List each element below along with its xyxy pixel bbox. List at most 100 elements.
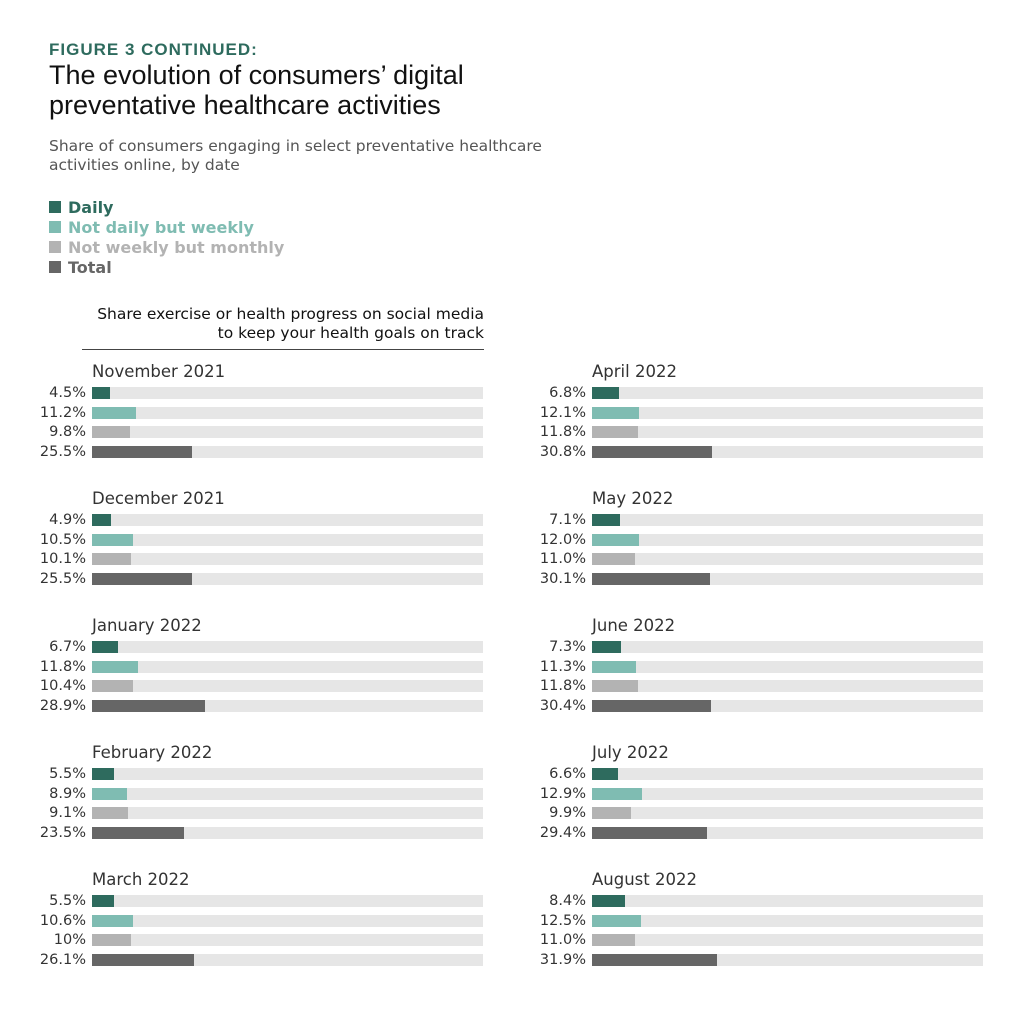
data-label: 10.5% <box>39 532 86 548</box>
bar-row-total: 28.9% <box>40 698 483 714</box>
bar-track <box>92 788 483 800</box>
legend-swatch <box>49 261 61 273</box>
bar-row-not-weekly-but-monthly: 9.8% <box>49 424 483 440</box>
bar-row-not-daily-but-weekly: 10.6% <box>40 913 483 929</box>
bar-row-not-daily-but-weekly: 12.9% <box>540 786 983 802</box>
bar-row-not-weekly-but-monthly: 10.4% <box>40 678 483 694</box>
bar <box>92 661 139 673</box>
bar-row-total: 29.4% <box>540 825 983 841</box>
bar-row-daily: 8.4% <box>549 893 983 909</box>
bar-row-daily: 4.5% <box>49 385 483 401</box>
bar-track <box>92 827 483 839</box>
bar <box>92 768 114 780</box>
bar-track <box>92 553 483 565</box>
bar-row-not-weekly-but-monthly: 10% <box>54 932 483 948</box>
bar-track <box>592 807 983 819</box>
data-label: 12.9% <box>539 786 586 802</box>
bar <box>592 788 643 800</box>
data-label: 9.1% <box>49 805 86 821</box>
month-panel-may-2022: May 2022 7.1% 12.0% 11.0% 30.1% <box>540 489 992 589</box>
bar <box>592 700 711 712</box>
bar-row-total: 25.5% <box>40 571 483 587</box>
bar-track <box>592 680 983 692</box>
bar-track <box>92 641 483 653</box>
month-label: June 2022 <box>592 616 676 635</box>
data-label: 31.9% <box>539 952 586 968</box>
bar-track <box>592 768 983 780</box>
section-title: Share exercise or health progress on soc… <box>82 305 484 350</box>
data-label: 30.1% <box>539 571 586 587</box>
data-label: 10.6% <box>39 913 86 929</box>
bar-row-not-daily-but-weekly: 12.0% <box>540 532 983 548</box>
month-label: August 2022 <box>592 870 697 889</box>
data-label: 30.4% <box>539 698 586 714</box>
data-label: 11.0% <box>539 932 586 948</box>
bar-row-daily: 6.6% <box>549 766 983 782</box>
bar <box>92 534 134 546</box>
bar-track <box>92 915 483 927</box>
bar-row-daily: 4.9% <box>49 512 483 528</box>
bar-track <box>592 788 983 800</box>
bar-row-not-daily-but-weekly: 11.3% <box>540 659 983 675</box>
bar-row-not-weekly-but-monthly: 11.8% <box>540 678 983 694</box>
data-label: 4.9% <box>49 512 86 528</box>
bar <box>92 700 205 712</box>
bar-row-not-weekly-but-monthly: 10.1% <box>40 551 483 567</box>
legend: Daily Not daily but weekly Not weekly bu… <box>49 197 284 277</box>
bar-row-not-daily-but-weekly: 8.9% <box>49 786 483 802</box>
legend-swatch <box>49 221 61 233</box>
bar <box>92 954 195 966</box>
bar-row-not-daily-but-weekly: 12.5% <box>540 913 983 929</box>
bar-track <box>592 641 983 653</box>
data-label: 11.8% <box>539 678 586 694</box>
bar <box>92 934 132 946</box>
data-label: 5.5% <box>49 893 86 909</box>
data-label: 11.8% <box>539 424 586 440</box>
bar <box>592 915 641 927</box>
data-label: 11.8% <box>39 659 86 675</box>
bar-track <box>92 426 483 438</box>
bar <box>592 807 631 819</box>
bar <box>92 807 128 819</box>
data-label: 7.1% <box>549 512 586 528</box>
month-label: November 2021 <box>92 362 226 381</box>
bar-track <box>92 768 483 780</box>
bar-row-total: 23.5% <box>40 825 483 841</box>
bar <box>592 661 637 673</box>
data-label: 7.3% <box>549 639 586 655</box>
bar-row-not-weekly-but-monthly: 11.0% <box>540 932 983 948</box>
data-label: 11.3% <box>539 659 586 675</box>
data-label: 10% <box>53 932 86 948</box>
bar <box>92 827 184 839</box>
bar <box>92 573 192 585</box>
bar <box>92 680 133 692</box>
month-label: February 2022 <box>92 743 213 762</box>
data-label: 11.2% <box>39 405 86 421</box>
month-panel-june-2022: June 2022 7.3% 11.3% 11.8% 30.4% <box>540 616 992 716</box>
bar <box>592 641 621 653</box>
bar <box>92 788 127 800</box>
month-label: December 2021 <box>92 489 225 508</box>
bar-track <box>92 934 483 946</box>
data-label: 8.4% <box>549 893 586 909</box>
legend-item-total: Total <box>49 257 284 277</box>
bar-track <box>592 934 983 946</box>
legend-label: Total <box>68 257 112 277</box>
bar-track <box>92 895 483 907</box>
chart-title: The evolution of consumers’ digital prev… <box>49 60 464 120</box>
bar <box>592 446 713 458</box>
legend-item-daily: Daily <box>49 197 284 217</box>
data-label: 6.8% <box>549 385 586 401</box>
month-panel-march-2022: March 2022 5.5% 10.6% 10% 26.1% <box>40 870 492 970</box>
bar-track <box>92 514 483 526</box>
data-label: 9.8% <box>49 424 86 440</box>
bar <box>92 426 131 438</box>
bar <box>592 534 639 546</box>
bar <box>592 680 639 692</box>
bar <box>592 934 635 946</box>
month-label: January 2022 <box>92 616 202 635</box>
chart-subtitle: Share of consumers engaging in select pr… <box>49 137 542 174</box>
legend-label: Not daily but weekly <box>68 217 254 237</box>
data-label: 9.9% <box>549 805 586 821</box>
